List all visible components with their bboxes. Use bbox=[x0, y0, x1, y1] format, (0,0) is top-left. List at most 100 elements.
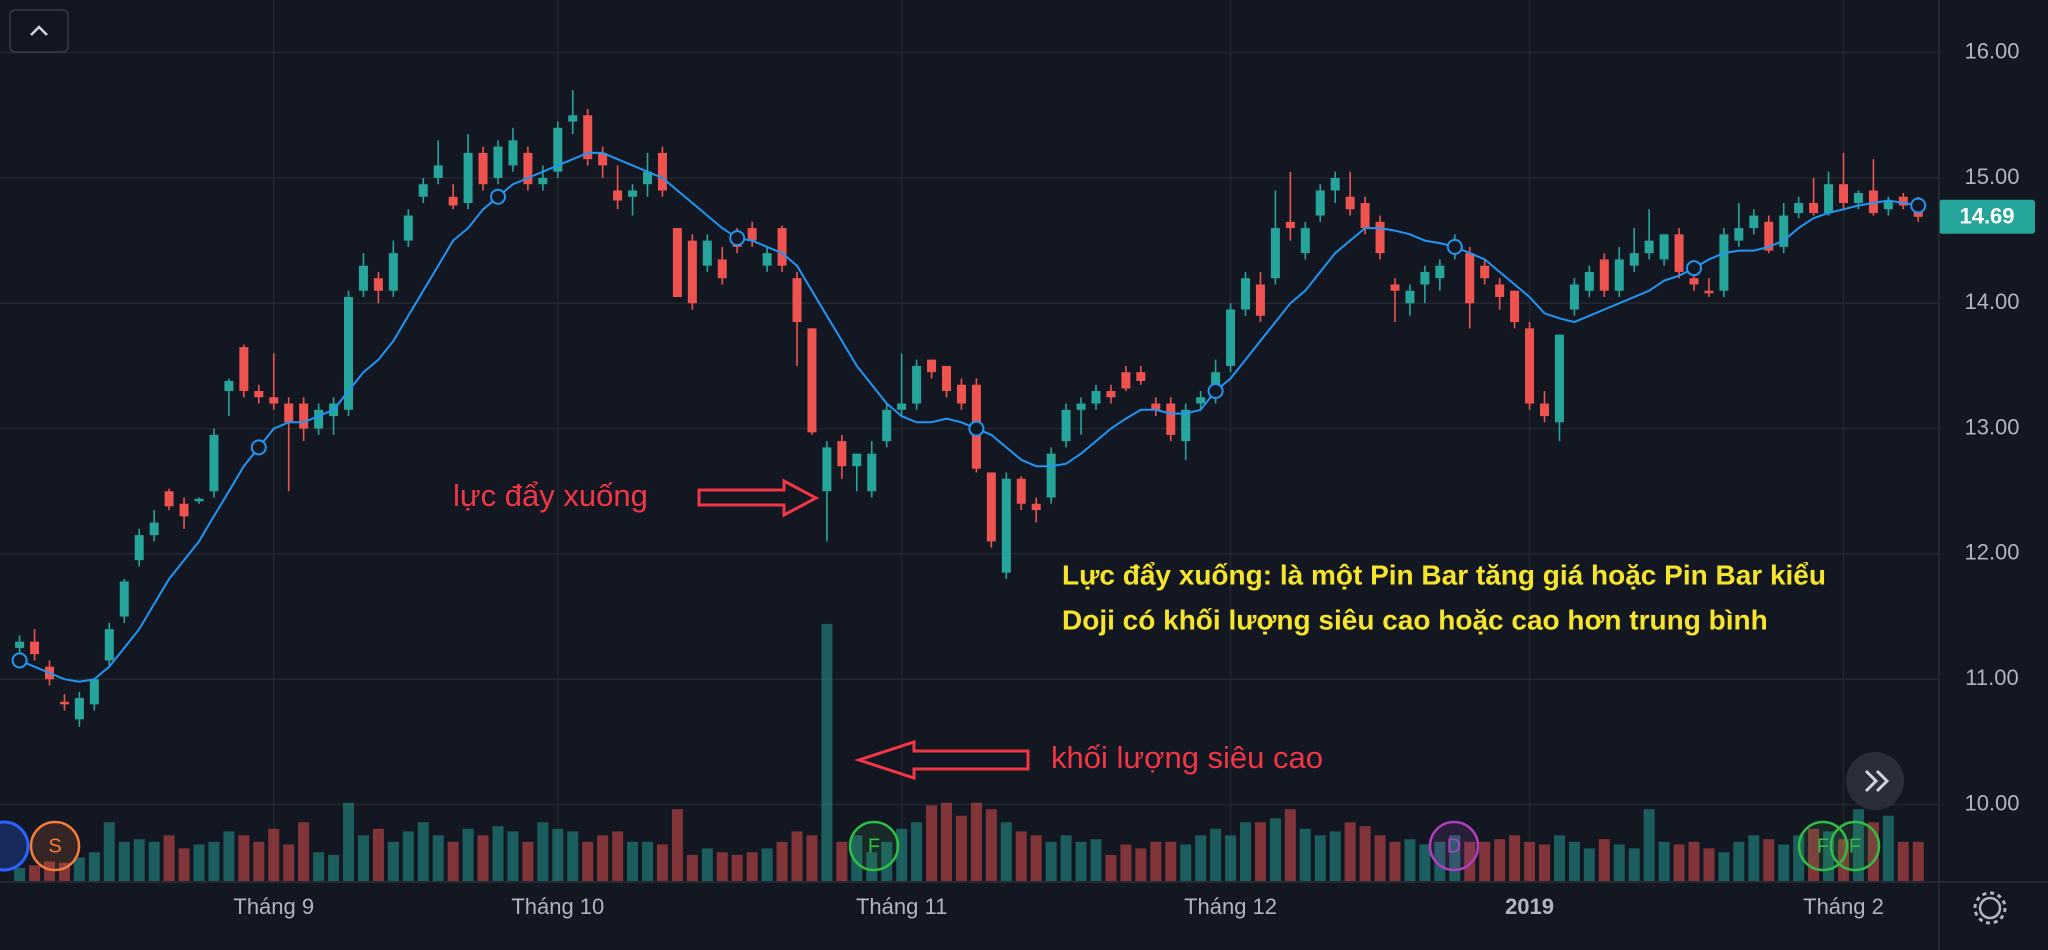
volume-bar bbox=[851, 835, 863, 881]
volume-bar bbox=[1000, 822, 1012, 881]
volume-bar bbox=[970, 802, 982, 881]
volume-bar bbox=[1823, 831, 1835, 881]
candle-body bbox=[299, 403, 309, 429]
volume-bar bbox=[1254, 822, 1266, 881]
candle-body bbox=[657, 152, 667, 191]
candle-body bbox=[1674, 234, 1684, 272]
volume-bar bbox=[253, 841, 265, 881]
candle-body bbox=[239, 347, 249, 391]
volume-bar bbox=[1075, 841, 1087, 881]
candle-body bbox=[1405, 290, 1415, 304]
volume-bar bbox=[1105, 854, 1117, 881]
volume-bar bbox=[477, 835, 489, 881]
volume-bar bbox=[1852, 809, 1864, 881]
volume-bar bbox=[1090, 839, 1102, 881]
candle-body bbox=[209, 434, 219, 492]
candle-body bbox=[852, 453, 862, 467]
annotation-text: Doji có khối lượng siêu cao hoặc cao hơn… bbox=[1062, 604, 1768, 635]
candle-body bbox=[1390, 284, 1400, 291]
candle-body bbox=[1031, 503, 1041, 511]
volume-bar bbox=[1314, 835, 1326, 881]
volume-bar bbox=[1299, 828, 1311, 881]
volume-bar bbox=[627, 841, 639, 881]
collapse-button[interactable] bbox=[9, 9, 69, 53]
volume-bar bbox=[1165, 841, 1177, 881]
grid bbox=[0, 0, 1939, 881]
button-frame[interactable] bbox=[9, 9, 69, 53]
volume-bar bbox=[1867, 822, 1879, 881]
scroll-right-button[interactable] bbox=[1846, 752, 1904, 810]
candle-body bbox=[59, 701, 69, 705]
candle-body bbox=[672, 228, 682, 298]
volume-bar bbox=[881, 841, 893, 881]
candle-body bbox=[1151, 403, 1161, 410]
settings-button[interactable] bbox=[1973, 891, 2007, 925]
volume-bar bbox=[1060, 835, 1072, 881]
event-icon[interactable] bbox=[29, 820, 81, 872]
annotation-arrow bbox=[697, 478, 820, 518]
candle-body bbox=[344, 297, 353, 410]
ma-line bbox=[19, 151, 1919, 683]
volume-bar bbox=[1240, 822, 1251, 881]
candle-body bbox=[1779, 215, 1789, 247]
volume-bar bbox=[1419, 844, 1431, 881]
candle-body bbox=[1525, 328, 1535, 404]
candle-body bbox=[1136, 372, 1146, 381]
volume-bar bbox=[193, 844, 205, 881]
candle-body bbox=[314, 409, 324, 429]
volume-bar bbox=[283, 844, 295, 881]
volume-bar bbox=[44, 861, 55, 881]
volume-bar bbox=[1778, 844, 1790, 881]
volume-bar bbox=[1553, 835, 1565, 881]
annotation-group: lực đẩy xuống khối lượng siêu cao Lực đẩ… bbox=[453, 478, 1826, 781]
volume-bar bbox=[1703, 848, 1715, 881]
candle-body bbox=[119, 581, 129, 617]
volume-bar bbox=[1748, 835, 1760, 881]
volume-bar bbox=[642, 841, 653, 881]
volume-bar bbox=[1344, 822, 1356, 881]
candle-body bbox=[1704, 290, 1714, 294]
volume-bar bbox=[1284, 809, 1296, 881]
volume-bar bbox=[1673, 844, 1685, 881]
event-icon[interactable] bbox=[848, 820, 900, 872]
volume-bar bbox=[1718, 852, 1730, 881]
volume-bar bbox=[1359, 826, 1371, 881]
candle-body bbox=[1255, 284, 1265, 316]
event-icon[interactable] bbox=[1829, 820, 1881, 872]
candle-body bbox=[1868, 190, 1878, 214]
volume-bar bbox=[821, 623, 833, 881]
candle-body bbox=[1659, 234, 1669, 260]
volume-bar bbox=[1479, 841, 1491, 881]
candle-body bbox=[254, 390, 264, 398]
candle-body bbox=[1181, 409, 1191, 442]
candle-body bbox=[1106, 390, 1116, 398]
candle-body bbox=[1734, 228, 1744, 241]
volume-bar bbox=[14, 867, 26, 881]
volume-bar bbox=[701, 848, 713, 881]
candle-body bbox=[478, 152, 488, 185]
x-tick-label: 2019 bbox=[1505, 894, 1554, 919]
event-icon[interactable] bbox=[1428, 820, 1480, 872]
gear-teeth bbox=[1973, 891, 2007, 925]
candle-body bbox=[1510, 290, 1520, 323]
volume-bar bbox=[1494, 839, 1506, 881]
volume-bar bbox=[567, 831, 579, 881]
volume-bar bbox=[1389, 841, 1401, 881]
volume-bar bbox=[268, 828, 280, 881]
volume-layer bbox=[14, 623, 1924, 881]
candle-body bbox=[912, 365, 922, 404]
event-label: S bbox=[48, 835, 61, 857]
candle-body bbox=[1375, 221, 1385, 254]
candle-body bbox=[1883, 200, 1893, 210]
gear-icon[interactable] bbox=[1978, 896, 2002, 920]
x-tick-label: Tháng 2 bbox=[1803, 894, 1884, 919]
volume-bar bbox=[612, 831, 624, 881]
volume-bar bbox=[1225, 835, 1237, 881]
event-icon[interactable] bbox=[0, 820, 30, 872]
volume-bar bbox=[1688, 841, 1700, 881]
candle-body bbox=[1360, 203, 1370, 229]
volume-bar bbox=[911, 822, 923, 881]
volume-bar bbox=[1763, 839, 1775, 881]
candle-body bbox=[897, 403, 907, 410]
